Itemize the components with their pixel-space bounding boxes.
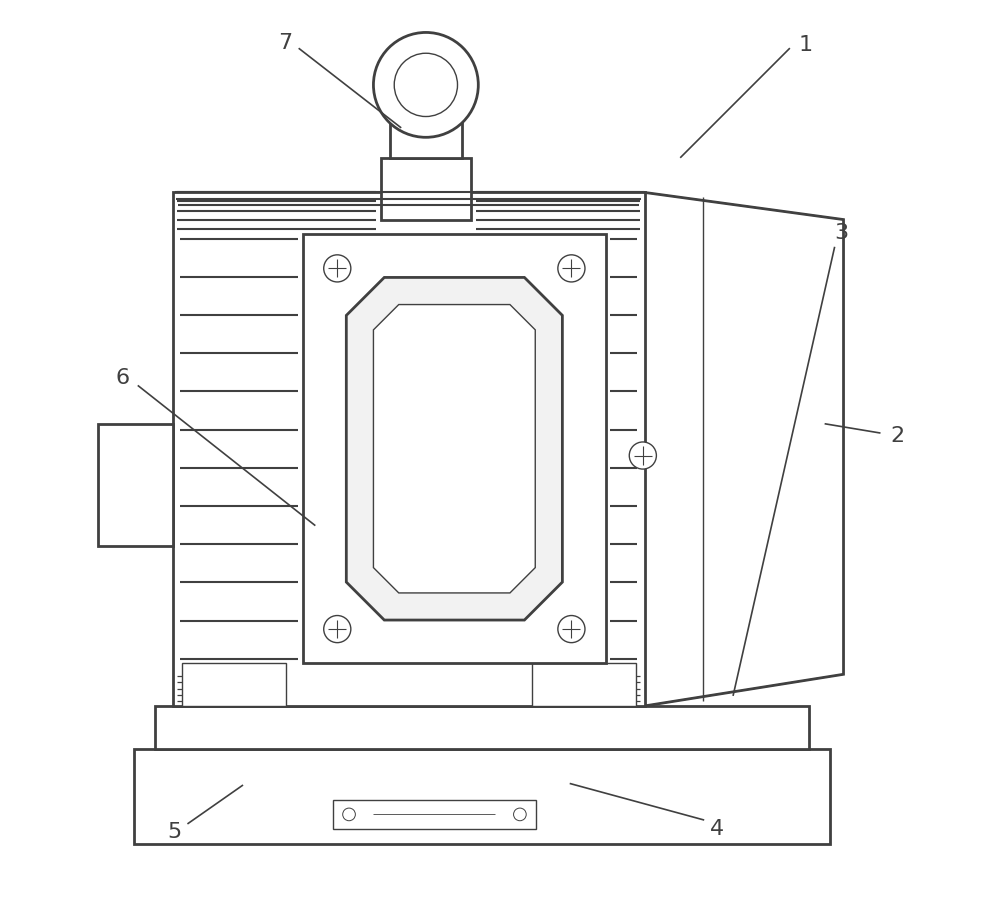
Text: 2: 2 <box>891 425 905 445</box>
Bar <box>381 159 471 220</box>
Text: 6: 6 <box>115 368 129 387</box>
Circle shape <box>558 616 585 643</box>
Text: 4: 4 <box>710 818 724 838</box>
Bar <box>173 193 645 706</box>
Bar <box>333 800 536 829</box>
Bar <box>155 706 809 749</box>
Polygon shape <box>645 193 844 706</box>
Circle shape <box>343 808 355 821</box>
Bar <box>98 424 173 546</box>
Polygon shape <box>346 278 562 620</box>
Text: 1: 1 <box>798 35 813 55</box>
Circle shape <box>394 54 458 117</box>
Circle shape <box>324 256 351 283</box>
Bar <box>390 121 462 159</box>
Bar <box>182 663 286 706</box>
Bar <box>303 235 606 664</box>
Text: 3: 3 <box>835 223 849 243</box>
Circle shape <box>373 33 478 138</box>
Circle shape <box>629 442 656 470</box>
Circle shape <box>558 256 585 283</box>
Text: 5: 5 <box>167 821 182 841</box>
Bar <box>134 749 830 844</box>
Polygon shape <box>373 305 535 593</box>
Circle shape <box>514 808 526 821</box>
Bar <box>532 663 636 706</box>
Circle shape <box>324 616 351 643</box>
Text: 7: 7 <box>278 33 292 53</box>
